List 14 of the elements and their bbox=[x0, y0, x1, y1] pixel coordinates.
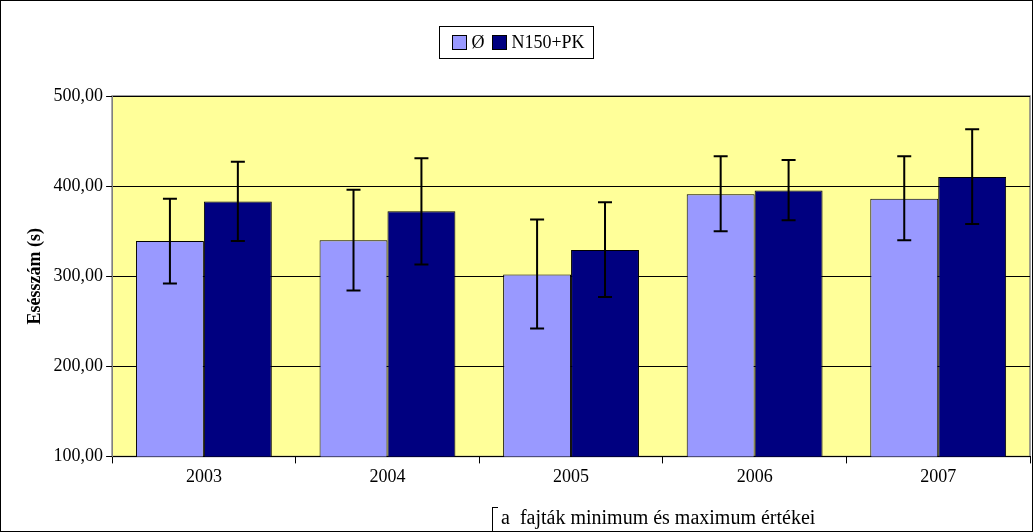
x-tick-label: 2007 bbox=[920, 465, 957, 486]
x-tick-label: 2003 bbox=[185, 465, 222, 486]
legend-label: Ø bbox=[471, 32, 485, 53]
y-tick-label: 300,00 bbox=[53, 264, 104, 285]
y-axis-title: Esésszám (s) bbox=[24, 227, 46, 325]
y-tick-label: 400,00 bbox=[53, 174, 104, 195]
x-tick-label: 2004 bbox=[369, 465, 406, 486]
y-tick-label: 100,00 bbox=[53, 445, 104, 466]
x-tick-label: 2006 bbox=[736, 465, 773, 486]
y-tick-label: 500,00 bbox=[53, 84, 104, 105]
legend-label: N150+PK bbox=[511, 32, 585, 53]
x-tick-label: 2005 bbox=[553, 465, 590, 486]
y-tick-label: 200,00 bbox=[53, 355, 104, 376]
text: a fajták minimum és maximum értékei bbox=[501, 506, 816, 529]
